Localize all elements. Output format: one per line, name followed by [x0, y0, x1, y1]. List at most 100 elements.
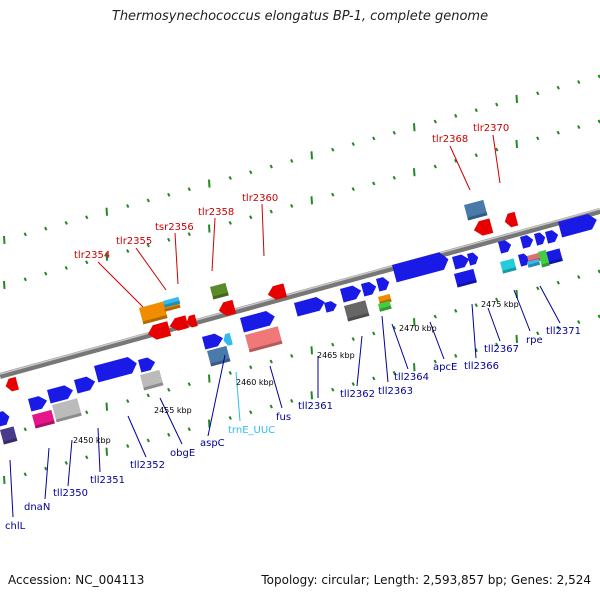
- gene-label-tll2350[interactable]: tll2350: [53, 488, 88, 499]
- tick-mark: [249, 410, 253, 415]
- gene-label-tll2351[interactable]: tll2351: [90, 475, 125, 486]
- gene-label-tlr2370[interactable]: tlr2370: [473, 123, 509, 134]
- feature-shade: [34, 420, 55, 429]
- tick-mark: [290, 204, 294, 208]
- tick-mark: [126, 249, 130, 254]
- gene-label-tlr2358[interactable]: tlr2358: [198, 207, 234, 218]
- tick-mark: [187, 187, 191, 192]
- gene-label-fus[interactable]: fus: [276, 412, 291, 423]
- tick-mark: [167, 237, 171, 242]
- feature-arrow: [558, 213, 597, 238]
- leader-line: [174, 232, 179, 285]
- gene-label-tll2361[interactable]: tll2361: [298, 401, 333, 412]
- leader-line: [471, 303, 477, 359]
- feature-shade: [142, 315, 168, 325]
- tick-mark: [208, 419, 211, 428]
- leader-line: [159, 397, 183, 445]
- gene-label-tlr2354[interactable]: tlr2354: [74, 250, 110, 261]
- tick-mark: [310, 391, 313, 400]
- tick-mark: [310, 151, 313, 160]
- feature-arrow: [376, 277, 390, 292]
- feature-block: [210, 282, 229, 300]
- feature-block: [377, 300, 392, 312]
- tick-mark: [495, 147, 499, 152]
- gene-label-tsr2356[interactable]: tsr2356: [155, 222, 194, 233]
- gene-label-tll2367[interactable]: tll2367: [484, 344, 519, 355]
- feature-block: [139, 301, 168, 325]
- leader-line: [97, 261, 144, 308]
- tick-mark: [536, 91, 540, 96]
- gene-label-tll2371[interactable]: tll2371: [546, 326, 581, 337]
- gene-label-tll2366[interactable]: tll2366: [464, 361, 499, 372]
- leader-line: [492, 134, 501, 184]
- leader-line: [211, 217, 216, 272]
- feature-arrow: [452, 254, 470, 270]
- gene-label-apcE[interactable]: apcE: [433, 362, 457, 373]
- tick-mark: [3, 280, 6, 289]
- leader-line: [429, 321, 445, 360]
- tick-mark: [413, 123, 416, 132]
- gene-label-tlr2368[interactable]: tlr2368: [432, 134, 468, 145]
- tick-mark: [146, 393, 150, 398]
- tick-mark: [577, 80, 581, 84]
- feature-block: [452, 254, 470, 270]
- tick-mark: [105, 252, 108, 261]
- feature-block: [245, 326, 283, 353]
- tick-mark: [454, 158, 458, 163]
- feature-block: [202, 333, 224, 350]
- feature-arrow: [147, 321, 172, 340]
- tick-mark: [454, 353, 458, 358]
- tick-mark: [536, 136, 540, 141]
- tick-mark: [413, 363, 416, 372]
- feature-block: [28, 396, 48, 412]
- gene-label-tlr2360[interactable]: tlr2360: [242, 193, 278, 204]
- feature-arrow: [498, 240, 512, 254]
- gene-label-obgE[interactable]: obgE: [170, 448, 195, 459]
- tick-mark: [126, 204, 130, 209]
- feature-block: [207, 345, 231, 367]
- tick-mark: [126, 399, 130, 404]
- feature-arrow: [94, 356, 137, 383]
- leader-line: [207, 354, 226, 437]
- tick-mark: [146, 438, 150, 443]
- gene-label-trnE_UUC[interactable]: trnE_UUC: [228, 425, 275, 436]
- feature-block: [74, 376, 96, 394]
- gene-label-chlL[interactable]: chlL: [5, 521, 26, 532]
- gene-label-tll2352[interactable]: tll2352: [130, 460, 165, 471]
- feature-block: [324, 301, 337, 313]
- feature-block: [223, 332, 233, 346]
- gene-label-aspC[interactable]: aspC: [200, 438, 225, 449]
- tick-mark: [3, 235, 6, 244]
- feature-shade: [210, 358, 231, 367]
- leader-line: [261, 203, 265, 257]
- gene-label-tll2363[interactable]: tll2363: [378, 386, 413, 397]
- accession-text: Accession: NC_004113: [8, 573, 145, 587]
- tick-mark: [372, 331, 376, 336]
- scale-label: 2470 kbp: [399, 324, 437, 333]
- gene-label-dnaN[interactable]: dnaN: [24, 502, 50, 513]
- feature-block: [498, 240, 512, 254]
- tick-mark: [228, 415, 232, 420]
- gene-label-tll2364[interactable]: tll2364: [394, 372, 429, 383]
- feature-arrow: [47, 385, 73, 404]
- tick-mark: [3, 475, 6, 484]
- tick-mark: [208, 374, 211, 383]
- tick-mark: [372, 181, 376, 186]
- gene-label-rpe[interactable]: rpe: [526, 335, 543, 346]
- leader-line: [235, 371, 241, 422]
- feature-arrow: [223, 332, 233, 346]
- tick-mark: [310, 346, 313, 355]
- gene-label-tll2362[interactable]: tll2362: [340, 389, 375, 400]
- tick-mark: [23, 232, 27, 237]
- gene-label-tlr2355[interactable]: tlr2355: [116, 236, 152, 247]
- tick-mark: [433, 164, 437, 169]
- feature-shade: [164, 300, 181, 308]
- scale-label: 2465 kbp: [317, 351, 355, 360]
- tick-mark: [167, 192, 171, 197]
- feature-block: [518, 253, 530, 267]
- feature-arrow: [218, 299, 237, 316]
- tick-mark: [413, 168, 416, 177]
- feature-block: [504, 211, 519, 228]
- feature-block: [545, 230, 559, 244]
